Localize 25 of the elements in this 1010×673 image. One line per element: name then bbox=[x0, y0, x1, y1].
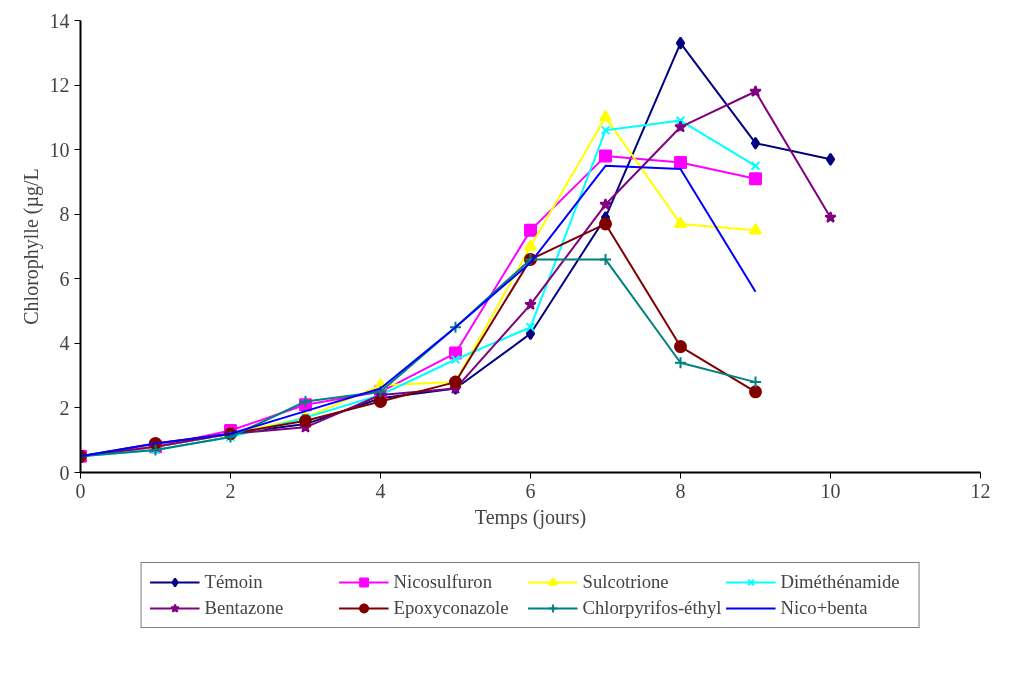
legend-label: Nico+benta bbox=[780, 597, 869, 619]
legend-label: Diméthénamide bbox=[780, 571, 901, 593]
y-tick-label: 14 bbox=[49, 9, 70, 32]
y-tick-label: 12 bbox=[49, 74, 70, 97]
y-tick-label: 6 bbox=[59, 267, 70, 290]
y-tick-label: 10 bbox=[49, 138, 70, 161]
y-axis-title: Chlorophylle (µg/L bbox=[19, 168, 43, 325]
x-tick-label: 0 bbox=[75, 479, 86, 502]
legend-label: Epoxyconazole bbox=[393, 597, 510, 619]
y-tick-label: 2 bbox=[59, 396, 70, 419]
x-axis-title: Temps (jours) bbox=[474, 505, 587, 529]
x-tick-label: 10 bbox=[820, 479, 841, 502]
legend-label: Témoin bbox=[204, 571, 264, 593]
x-tick-label: 6 bbox=[525, 479, 536, 502]
x-tick-label: 4 bbox=[375, 479, 386, 502]
legend-label: Nicosulfuron bbox=[393, 571, 493, 593]
x-tick-label: 12 bbox=[970, 479, 991, 502]
legend-label: Bentazone bbox=[204, 597, 285, 619]
legend-label: Chlorpyrifos-éthyl bbox=[582, 597, 722, 619]
y-tick-label: 4 bbox=[59, 332, 70, 355]
y-tick-label: 8 bbox=[59, 203, 70, 226]
y-tick-label: 0 bbox=[59, 461, 70, 484]
x-tick-label: 2 bbox=[225, 479, 236, 502]
x-tick-label: 8 bbox=[675, 479, 686, 502]
legend-label: Sulcotrione bbox=[582, 571, 670, 593]
